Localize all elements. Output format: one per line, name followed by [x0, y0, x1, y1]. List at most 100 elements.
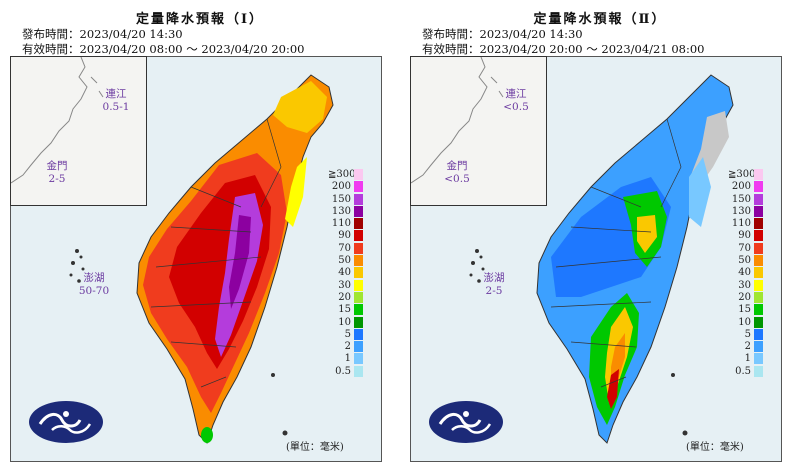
legend-swatch — [754, 291, 763, 303]
legend-label: 0.5 — [335, 365, 351, 377]
island-name: 金門 — [46, 160, 68, 172]
legend-entry: 5 — [345, 328, 378, 340]
legend-swatch — [754, 242, 763, 254]
legend-label: 110 — [731, 218, 751, 230]
legend-swatch — [354, 353, 363, 365]
legend-label: 50 — [738, 255, 751, 267]
offshore-islands-inset — [410, 56, 547, 206]
legend-swatch — [354, 267, 363, 279]
taiwan-rainfall-map-2 — [469, 74, 734, 444]
legend-swatch — [754, 169, 763, 180]
penghu-islands — [69, 249, 85, 283]
legend-label: ≧300 — [328, 169, 356, 180]
legend-swatch — [754, 304, 763, 316]
china-coast-outline — [411, 57, 504, 184]
legend-entry: 200 — [732, 180, 778, 193]
legend-label: 150 — [331, 193, 351, 205]
legend-entry: 20 — [738, 291, 778, 303]
legend-swatch — [354, 328, 363, 340]
penghu-islands — [469, 249, 485, 283]
legend-label: 70 — [738, 242, 751, 254]
taiwan-rainfall-map-1 — [69, 74, 334, 444]
legend-label: 2 — [344, 341, 351, 353]
legend-swatch — [754, 353, 763, 365]
island-value: 50-70 — [78, 285, 110, 297]
cwb-logo — [29, 401, 103, 443]
legend-entry: 20 — [338, 291, 378, 303]
legend-entry: 30 — [738, 279, 778, 291]
legend-label: 2 — [744, 341, 751, 353]
legend-label: 50 — [338, 255, 351, 267]
legend-swatch — [754, 365, 763, 377]
rain-zone-green — [201, 427, 213, 443]
legend-entry: 70 — [338, 242, 378, 254]
legend-swatch — [354, 230, 363, 242]
legend-entry: 40 — [738, 266, 778, 279]
county-borders — [550, 118, 682, 388]
legend-entry: 130 — [732, 205, 778, 217]
island-value: 0.5-1 — [102, 101, 130, 113]
island-label-penghu: 澎湖 50-70 — [76, 272, 112, 298]
legend-label: 15 — [738, 304, 751, 316]
legend-label: 130 — [731, 205, 751, 217]
legend-entry: 30 — [338, 279, 378, 291]
legend-entry: 150 — [732, 193, 778, 205]
legend-label: 130 — [331, 205, 351, 217]
legend-entry: 2 — [745, 340, 778, 353]
island-name: 澎湖 — [83, 272, 105, 284]
legend-swatch — [354, 279, 363, 291]
legend-entry: 70 — [738, 242, 778, 254]
legend-label: 200 — [331, 181, 351, 193]
legend-swatch — [354, 304, 363, 316]
legend-label: 0.5 — [735, 365, 751, 377]
legend-swatch — [354, 316, 363, 328]
rain-zone-magenta — [229, 215, 251, 309]
legend-entry: 90 — [738, 229, 778, 242]
legend-label: 110 — [331, 218, 351, 230]
issued-time: 發布時間：2023/04/20 14:30 — [22, 27, 183, 41]
orchid-island — [282, 430, 288, 436]
legend-label: 15 — [338, 304, 351, 316]
legend-label: 40 — [738, 267, 751, 279]
legend-label: 10 — [738, 316, 751, 328]
island-name: 金門 — [446, 160, 468, 172]
legend-label: 10 — [338, 316, 351, 328]
legend-label: 1 — [344, 353, 351, 365]
island-name: 澎湖 — [483, 272, 505, 284]
rainfall-map — [10, 56, 382, 462]
panel-title: 定量降水預報（Ⅱ） — [533, 12, 667, 27]
island-value: 2-5 — [48, 173, 66, 185]
legend-swatch — [354, 291, 363, 303]
legend-swatch — [354, 255, 363, 267]
legend-entry: 90 — [338, 229, 378, 242]
legend-swatch — [354, 205, 363, 217]
legend-swatch — [754, 230, 763, 242]
offshore-islands-inset — [10, 56, 147, 206]
legend-swatch — [754, 255, 763, 267]
legend-entry: 110 — [732, 217, 778, 230]
legend-label: 20 — [738, 291, 751, 303]
orchid-island — [682, 430, 688, 436]
legend-entry: 50 — [338, 254, 378, 267]
legend-swatch — [754, 181, 763, 193]
legend-label: 90 — [738, 230, 751, 242]
legend-entry: 150 — [332, 193, 378, 205]
legend-entry: 10 — [738, 316, 778, 328]
legend-swatch — [354, 341, 363, 353]
island-label-kinmen: 金門 <0.5 — [442, 160, 472, 186]
valid-time: 有效時間：2023/04/20 08:00 ～ 2023/04/20 20:00 — [22, 42, 305, 56]
rain-zone-lightblue — [689, 157, 711, 227]
legend-swatch — [354, 365, 363, 377]
legend-entry: 2 — [345, 340, 378, 353]
unit-label: (單位：毫米) — [686, 442, 744, 453]
legend-entry: 15 — [738, 303, 778, 316]
legend-swatch — [354, 193, 363, 205]
legend-entry: 5 — [745, 328, 778, 340]
legend-swatch — [754, 316, 763, 328]
legend-label: 30 — [738, 279, 751, 291]
cwb-logo — [429, 401, 503, 443]
island-name: 連江 — [105, 88, 127, 100]
legend-swatch — [354, 242, 363, 254]
county-borders — [150, 118, 282, 388]
legend-swatch — [754, 218, 763, 230]
